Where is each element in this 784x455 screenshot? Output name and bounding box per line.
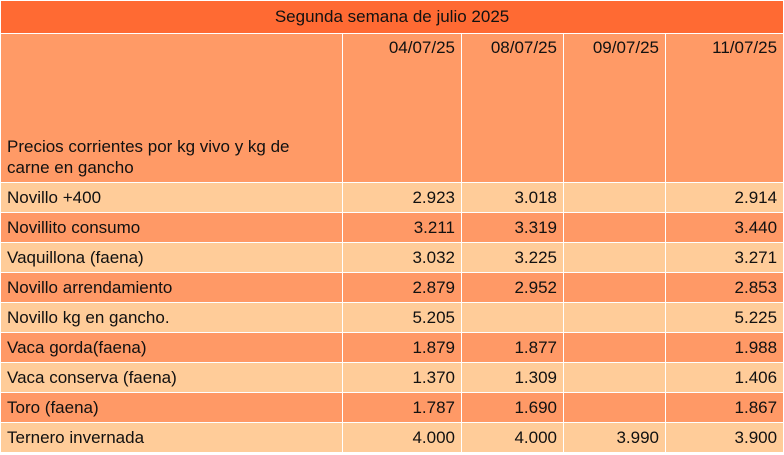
- price-cell: 1.370: [342, 362, 462, 393]
- price-cell: 1.877: [461, 332, 564, 363]
- price-cell: 3.319: [461, 212, 564, 243]
- price-cell: 5.225: [664, 302, 784, 333]
- price-cell: 2.914: [664, 182, 784, 213]
- price-cell: [563, 272, 666, 303]
- price-cell: [563, 242, 666, 273]
- table-title: Segunda semana de julio 2025: [0, 0, 784, 34]
- price-cell: [563, 182, 666, 213]
- price-cell: 1.406: [664, 362, 784, 393]
- table-row: Ternero invernada 4.000 4.000 3.990 3.900: [0, 422, 784, 453]
- price-cell: 1.787: [342, 392, 462, 423]
- price-cell: 1.690: [461, 392, 564, 423]
- price-cell: 3.900: [664, 422, 784, 453]
- table-row: Novillo kg en gancho. 5.205 5.225: [0, 302, 784, 333]
- price-cell: 1.309: [461, 362, 564, 393]
- price-cell: [563, 392, 666, 423]
- title-row: Segunda semana de julio 2025: [0, 0, 784, 34]
- date-header: 09/07/25: [563, 33, 666, 183]
- price-cell: 3.032: [342, 242, 462, 273]
- row-label: Ternero invernada: [0, 422, 343, 453]
- price-cell: 4.000: [461, 422, 564, 453]
- price-cell: 1.988: [664, 332, 784, 363]
- header-row: Precios corrientes por kg vivo y kg de c…: [0, 33, 784, 183]
- row-label: Vaca conserva (faena): [0, 362, 343, 393]
- price-cell: 2.923: [342, 182, 462, 213]
- price-cell: [563, 332, 666, 363]
- price-description: Precios corrientes por kg vivo y kg de c…: [0, 33, 343, 183]
- row-label: Novillo arrendamiento: [0, 272, 343, 303]
- price-cell: [563, 212, 666, 243]
- price-cell: 1.879: [342, 332, 462, 363]
- table-row: Novillo arrendamiento 2.879 2.952 2.853: [0, 272, 784, 303]
- row-label: Novillo kg en gancho.: [0, 302, 343, 333]
- price-cell: 2.952: [461, 272, 564, 303]
- table-row: Vaca gorda(faena) 1.879 1.877 1.988: [0, 332, 784, 363]
- price-cell: [461, 302, 564, 333]
- price-cell: 4.000: [342, 422, 462, 453]
- price-cell: [563, 302, 666, 333]
- row-label: Toro (faena): [0, 392, 343, 423]
- price-cell: 2.853: [664, 272, 784, 303]
- row-label: Vaquillona (faena): [0, 242, 343, 273]
- row-label: Novillito consumo: [0, 212, 343, 243]
- table-row: Vaquillona (faena) 3.032 3.225 3.271: [0, 242, 784, 273]
- row-label: Vaca gorda(faena): [0, 332, 343, 363]
- price-cell: 3.018: [461, 182, 564, 213]
- price-cell: 3.225: [461, 242, 564, 273]
- table-row: Toro (faena) 1.787 1.690 1.867: [0, 392, 784, 423]
- row-label: Novillo +400: [0, 182, 343, 213]
- price-cell: 3.271: [664, 242, 784, 273]
- date-header: 08/07/25: [461, 33, 564, 183]
- price-cell: 3.990: [563, 422, 666, 453]
- price-cell: 3.211: [342, 212, 462, 243]
- date-header: 04/07/25: [342, 33, 462, 183]
- table-row: Novillo +400 2.923 3.018 2.914: [0, 182, 784, 213]
- price-cell: 2.879: [342, 272, 462, 303]
- table-row: Vaca conserva (faena) 1.370 1.309 1.406: [0, 362, 784, 393]
- price-cell: [563, 362, 666, 393]
- table-row: Novillito consumo 3.211 3.319 3.440: [0, 212, 784, 243]
- date-header: 11/07/25: [664, 33, 784, 183]
- price-cell: 5.205: [342, 302, 462, 333]
- price-cell: 1.867: [664, 392, 784, 423]
- price-cell: 3.440: [664, 212, 784, 243]
